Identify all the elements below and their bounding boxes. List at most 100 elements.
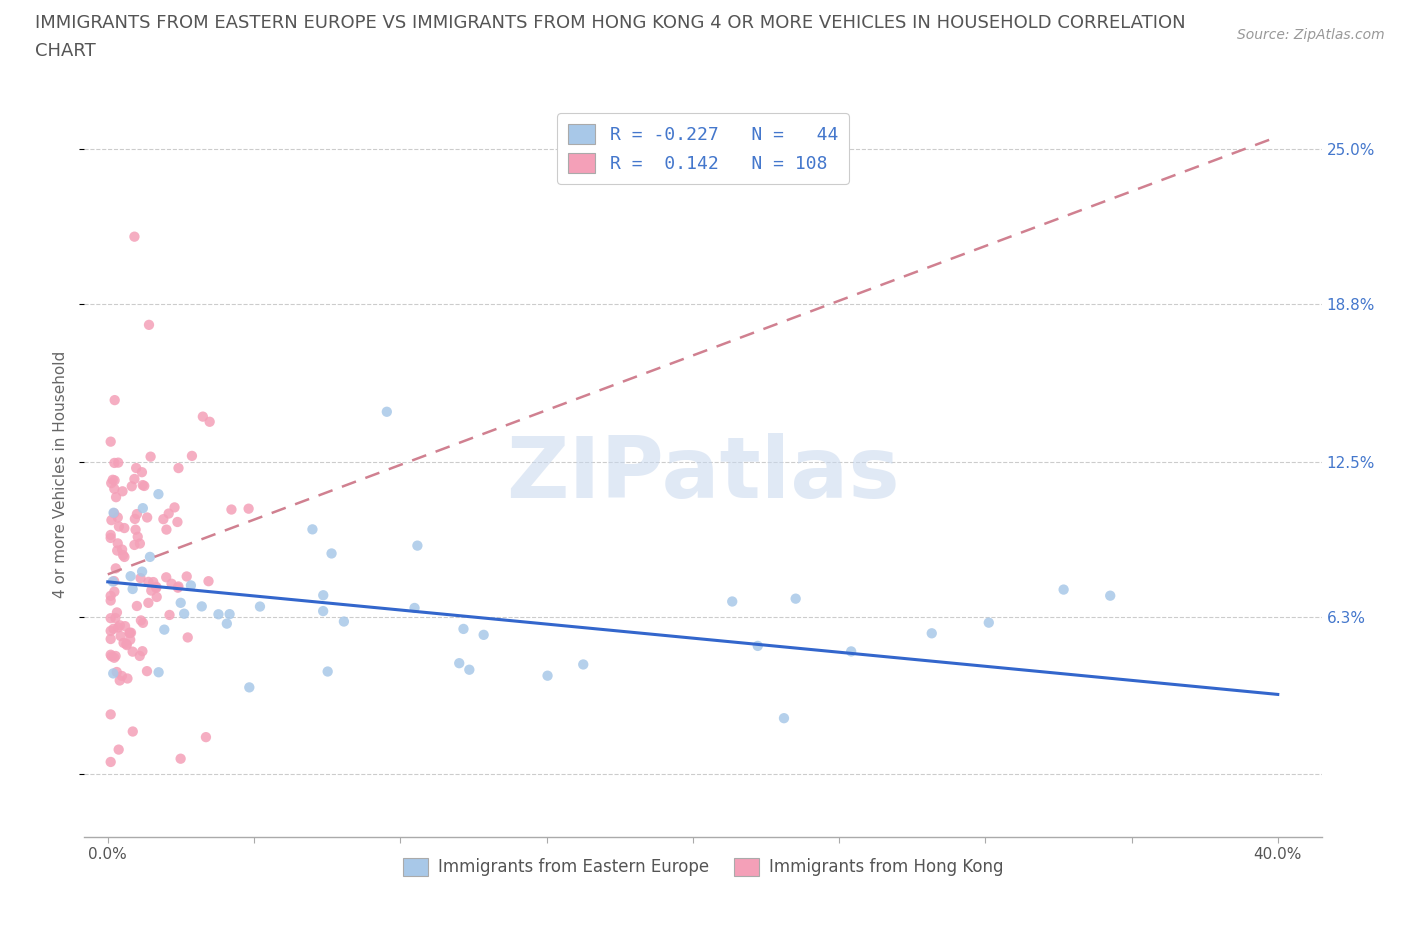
Point (721, 594, 744, 609)
Point (238, 501, 260, 516)
Point (173, 606, 195, 621)
Point (105, 543, 128, 558)
Text: Source: ZipAtlas.com: Source: ZipAtlas.com (1237, 28, 1385, 42)
Point (169, 751, 191, 766)
Point (197, 574, 219, 589)
Point (131, 465, 153, 480)
Point (153, 622, 176, 637)
Point (1099, 589, 1122, 604)
Point (190, 599, 212, 614)
Point (132, 616, 155, 631)
Point (132, 500, 155, 515)
Point (103, 473, 125, 488)
Point (100, 530, 122, 545)
Point (105, 605, 128, 620)
Point (121, 479, 143, 494)
Point (104, 648, 127, 663)
Point (103, 650, 125, 665)
Point (181, 448, 204, 463)
Point (115, 636, 138, 651)
Text: ZIPatlas: ZIPatlas (506, 432, 900, 516)
Point (312, 588, 335, 603)
Point (157, 506, 180, 521)
Point (112, 521, 135, 536)
Point (142, 575, 165, 590)
Point (111, 669, 134, 684)
Point (103, 505, 125, 520)
Point (103, 666, 125, 681)
Point (139, 550, 162, 565)
Point (194, 730, 217, 745)
Point (572, 657, 595, 671)
Point (145, 590, 167, 604)
Point (121, 724, 143, 739)
Point (839, 644, 862, 658)
Point (103, 482, 125, 497)
Point (110, 629, 132, 644)
Point (115, 638, 138, 653)
Point (472, 628, 495, 643)
Point (167, 579, 190, 594)
Point (100, 707, 122, 722)
Point (1052, 582, 1074, 597)
Point (375, 405, 398, 419)
Point (128, 536, 150, 551)
Point (100, 623, 122, 638)
Point (112, 548, 135, 563)
Point (139, 449, 162, 464)
Point (120, 625, 142, 640)
Point (124, 538, 146, 552)
Point (125, 460, 148, 475)
Legend: Immigrants from Eastern Europe, Immigrants from Hong Kong: Immigrants from Eastern Europe, Immigran… (396, 851, 1010, 884)
Point (321, 546, 343, 561)
Point (747, 639, 769, 654)
Point (136, 510, 159, 525)
Point (121, 644, 143, 659)
Point (207, 607, 229, 622)
Point (121, 581, 143, 596)
Point (977, 616, 1000, 631)
Point (218, 606, 240, 621)
Point (104, 392, 127, 407)
Point (773, 711, 796, 725)
Point (100, 611, 122, 626)
Point (117, 671, 139, 686)
Point (127, 529, 149, 544)
Point (238, 680, 260, 695)
Point (103, 506, 125, 521)
Point (159, 607, 181, 622)
Point (163, 500, 186, 515)
Point (536, 669, 558, 684)
Point (170, 595, 193, 610)
Point (458, 662, 481, 677)
Point (132, 478, 155, 493)
Point (124, 523, 146, 538)
Point (103, 574, 125, 589)
Point (301, 522, 323, 537)
Point (136, 664, 159, 679)
Point (107, 510, 129, 525)
Point (404, 601, 426, 616)
Point (145, 579, 167, 594)
Point (112, 635, 135, 650)
Y-axis label: 4 or more Vehicles in Household: 4 or more Vehicles in Household (52, 351, 67, 598)
Point (138, 595, 160, 610)
Point (103, 456, 125, 471)
Point (215, 617, 238, 631)
Point (103, 621, 125, 636)
Point (125, 507, 148, 522)
Point (100, 434, 122, 449)
Point (148, 665, 170, 680)
Point (191, 409, 214, 424)
Point (125, 599, 148, 614)
Point (128, 648, 150, 663)
Point (104, 611, 127, 626)
Point (129, 613, 152, 628)
Point (111, 542, 134, 557)
Point (198, 415, 221, 430)
Point (101, 574, 124, 589)
Point (138, 575, 160, 590)
Point (134, 479, 156, 494)
Point (100, 593, 122, 608)
Point (167, 460, 190, 475)
